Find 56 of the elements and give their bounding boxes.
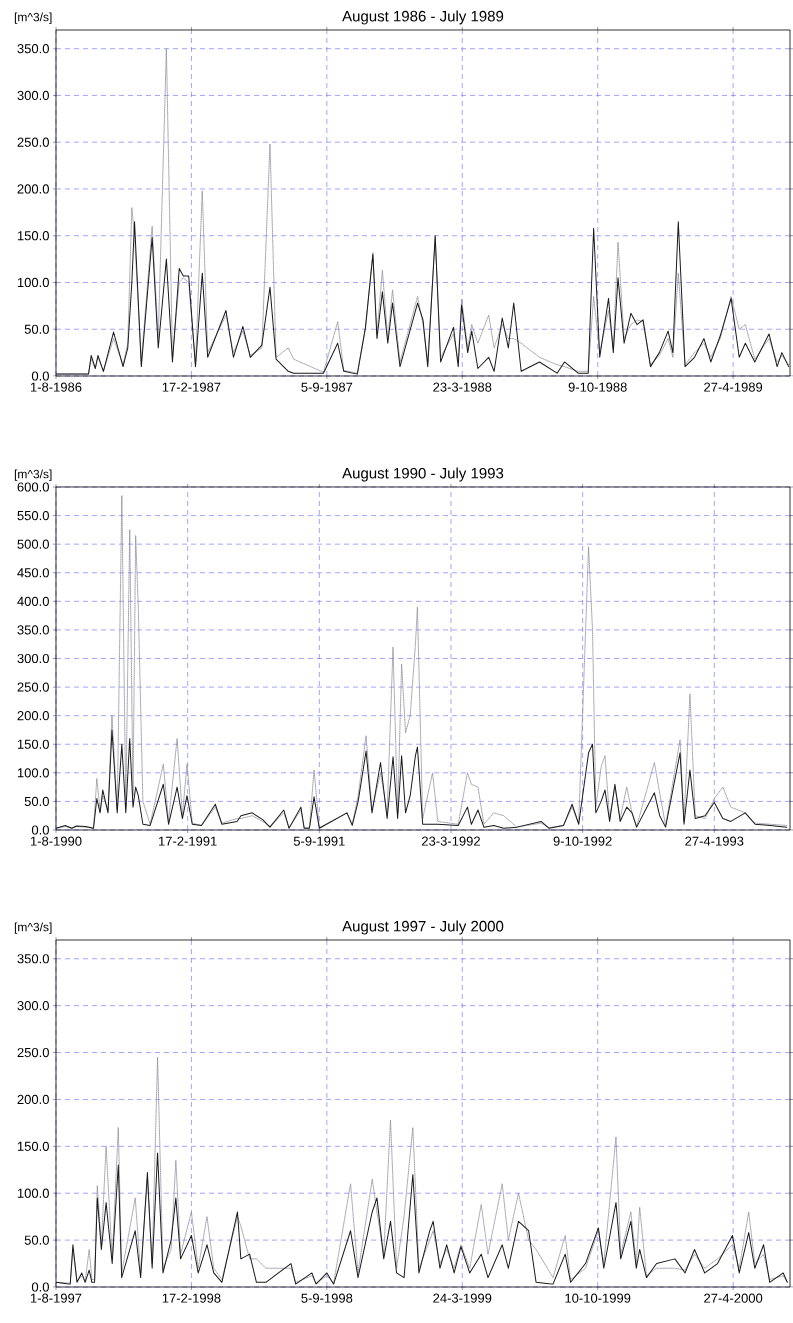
- y-tick-label: 250.0: [17, 137, 49, 147]
- y-tick-label: 350.0: [17, 954, 49, 964]
- x-tick-label: 10-10-1999: [565, 1293, 631, 1303]
- x-tick-label: 17-2-1991: [159, 836, 217, 846]
- y-tick-label: 500.0: [17, 539, 49, 549]
- y-tick-label: 100.0: [17, 768, 49, 778]
- x-tick-label: 1-8-1990: [30, 836, 82, 846]
- x-tick-label: 5-9-1991: [293, 836, 345, 846]
- x-tick-label: 17-2-1998: [162, 1293, 221, 1303]
- line-series: [56, 495, 788, 829]
- y-axis-title: [m^3/s]: [14, 922, 52, 934]
- chart-title: August 1990 - July 1993: [342, 467, 504, 482]
- y-tick-label: 100.0: [17, 1188, 49, 1198]
- y-tick-label: 550.0: [17, 510, 49, 521]
- y-tick-label: 50.0: [24, 324, 49, 334]
- y-tick-label: 50.0: [24, 1235, 49, 1245]
- y-tick-label: 200.0: [17, 711, 49, 721]
- y-tick-label: 350.0: [17, 625, 49, 635]
- x-tick-label: 23-3-1992: [422, 836, 480, 846]
- x-tick-label: 1-8-1986: [30, 382, 82, 392]
- x-tick-label: 27-4-1993: [685, 836, 744, 846]
- y-tick-label: 150.0: [17, 231, 49, 241]
- y-tick-label: 150.0: [17, 739, 49, 749]
- line-series: [56, 1152, 788, 1285]
- y-tick-label: 0.0: [31, 1282, 49, 1292]
- y-tick-label: 350.0: [17, 44, 49, 54]
- y-tick-label: 400.0: [17, 596, 49, 606]
- y-tick-label: 50.0: [24, 796, 49, 807]
- x-tick-label: 5-9-1998: [301, 1293, 353, 1303]
- y-tick-label: 300.0: [17, 653, 49, 664]
- x-tick-label: 1-8-1997: [30, 1293, 82, 1303]
- y-tick-label: 300.0: [17, 1001, 49, 1011]
- x-tick-label: 24-3-1999: [433, 1293, 492, 1303]
- y-tick-label: 300.0: [17, 90, 49, 101]
- y-tick-label: 200.0: [17, 184, 49, 194]
- y-tick-label: 200.0: [17, 1094, 49, 1105]
- y-axis-title: [m^3/s]: [14, 12, 52, 24]
- y-tick-label: 0.0: [31, 825, 49, 835]
- y-tick-label: 0.0: [31, 371, 49, 381]
- x-tick-label: 9-10-1988: [568, 382, 627, 392]
- x-tick-label: 5-9-1987: [301, 382, 353, 392]
- chart-title: August 1997 - July 2000: [342, 920, 504, 935]
- x-tick-label: 27-4-2000: [704, 1293, 763, 1303]
- x-tick-label: 9-10-1992: [553, 836, 612, 846]
- y-axis-title: [m^3/s]: [14, 469, 52, 481]
- x-tick-label: 23-3-1988: [433, 382, 492, 392]
- y-tick-label: 450.0: [17, 568, 49, 578]
- x-tick-label: 27-4-1989: [704, 382, 763, 392]
- y-tick-label: 150.0: [17, 1141, 49, 1151]
- y-tick-label: 600.0: [17, 482, 49, 492]
- x-tick-label: 17-2-1987: [162, 382, 221, 392]
- y-tick-label: 100.0: [17, 277, 49, 288]
- y-tick-label: 250.0: [17, 1047, 49, 1058]
- y-tick-label: 250.0: [17, 682, 49, 692]
- chart-title: August 1986 - July 1989: [342, 10, 504, 25]
- line-series: [56, 221, 790, 375]
